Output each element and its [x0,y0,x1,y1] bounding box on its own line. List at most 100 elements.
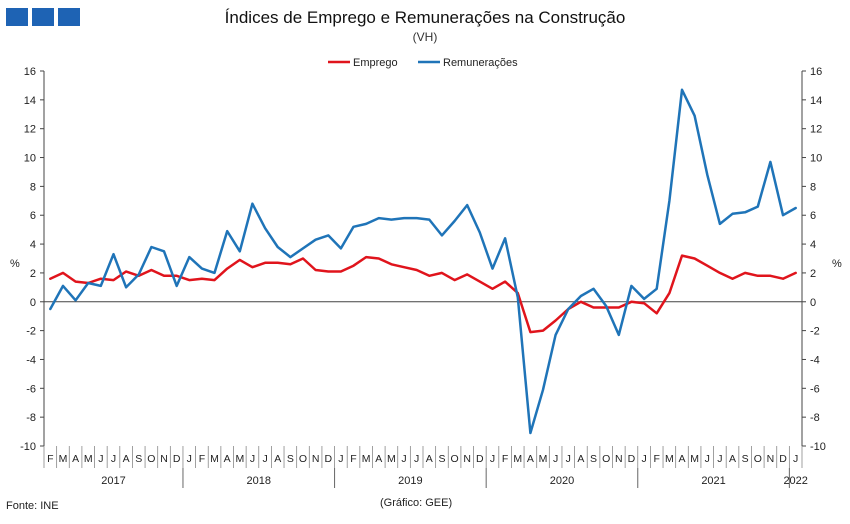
x-tick-label: J [262,453,267,465]
x-tick-label: S [135,453,142,465]
x-tick-label: A [72,453,79,465]
x-tick-label: J [717,453,722,465]
x-tick-label: N [463,453,471,465]
left-y-tick-label: -2 [26,326,36,338]
x-tick-label: J [98,453,103,465]
chart-legend: Emprego Remunerações [328,57,518,69]
year-label: 2022 [783,475,807,487]
left-y-axis-label: % [10,258,20,270]
right-y-tick-label: 2 [810,268,816,280]
x-tick-label: A [527,453,534,465]
x-tick-label: J [187,453,192,465]
x-tick-label: J [705,453,710,465]
x-tick-label: M [387,453,396,465]
series-line-emprego [49,254,797,334]
x-tick-label: F [199,453,205,465]
x-tick-label: F [47,453,53,465]
year-label: 2019 [398,475,422,487]
left-y-tick-label: 14 [24,95,36,107]
x-tick-label: M [84,453,93,465]
left-y-tick-label: -4 [26,354,36,366]
x-tick-label: M [690,453,699,465]
chart-series [49,88,797,435]
x-tick-label: M [210,453,219,465]
x-tick-label: A [426,453,433,465]
x-tick-label: M [59,453,68,465]
right-y-tick-label: -2 [810,326,820,338]
left-y-tick-label: 12 [24,124,36,136]
x-tick-label: N [160,453,168,465]
x-tick-label: S [438,453,445,465]
year-label: 2021 [701,475,725,487]
x-tick-label: D [173,453,181,465]
x-tick-label: J [566,453,571,465]
x-tick-label: J [111,453,116,465]
x-tick-label: S [590,453,597,465]
x-tick-label: O [147,453,155,465]
right-y-tick-label: -4 [810,354,820,366]
x-tick-label: J [641,453,646,465]
left-y-tick-label: -8 [26,412,36,424]
x-tick-label: A [375,453,382,465]
right-y-axis-label: % [832,258,842,270]
x-tick-label: A [274,453,281,465]
x-tick-label: J [490,453,495,465]
x-tick-label: A [123,453,130,465]
right-y-tick-label: 4 [810,239,816,251]
x-tick-label: M [513,453,522,465]
right-y-tick-label: 16 [810,66,822,78]
source-note: Fonte: INE [6,500,59,512]
x-tick-label: N [312,453,320,465]
x-tick-label: O [450,453,458,465]
x-tick-label: S [742,453,749,465]
right-y-tick-label: 10 [810,153,822,165]
left-y-tick-label: 4 [30,239,36,251]
left-y-tick-label: 16 [24,66,36,78]
left-y-tick-label: 10 [24,153,36,165]
chart-title: Índices de Emprego e Remunerações na Con… [224,8,626,27]
x-tick-label: N [615,453,623,465]
year-label: 2018 [247,475,271,487]
x-tick-label: O [299,453,307,465]
x-tick-label: F [502,453,508,465]
x-tick-label: M [362,453,371,465]
x-tick-label: A [678,453,685,465]
x-tick-label: M [539,453,548,465]
right-y-tick-label: -8 [810,412,820,424]
year-label: 2017 [101,475,125,487]
right-y-tick-label: 6 [810,210,816,222]
graphic-credit: (Gráfico: GEE) [380,497,453,509]
series-line-remuneracoes [49,88,797,435]
x-tick-label: J [401,453,406,465]
x-tick-label: M [665,453,674,465]
x-tick-label: M [235,453,244,465]
x-tick-label: F [654,453,660,465]
left-y-tick-label: -6 [26,383,36,395]
x-tick-label: J [338,453,343,465]
right-y-tick-label: -6 [810,383,820,395]
brand-logo-block-2 [32,8,54,26]
right-y-tick-label: -10 [810,441,826,453]
brand-logo-block-3 [58,8,80,26]
right-y-tick-label: 12 [810,124,822,136]
x-tick-label: D [324,453,332,465]
left-y-tick-label: 6 [30,210,36,222]
left-y-tick-label: -10 [20,441,36,453]
brand-logo-block-1 [6,8,28,26]
right-y-tick-label: 8 [810,181,816,193]
right-y-tick-label: 0 [810,297,816,309]
x-tick-label: J [553,453,558,465]
left-y-tick-label: 2 [30,268,36,280]
x-tick-label: J [793,453,798,465]
x-tick-label: O [602,453,610,465]
left-y-tick-label: 8 [30,181,36,193]
x-tick-label: A [729,453,736,465]
x-tick-label: N [767,453,775,465]
x-tick-label: O [754,453,762,465]
right-y-tick-label: 14 [810,95,822,107]
x-tick-label: D [779,453,787,465]
x-tick-label: J [250,453,255,465]
legend-label-remuneracoes: Remunerações [443,57,518,69]
chart-axes: -10 -10 -8 -8 -6 -6 -4 -4 -2 -2 0 0 2 2 4 4 6 6 8 8 10 10 12 12… [10,66,842,488]
